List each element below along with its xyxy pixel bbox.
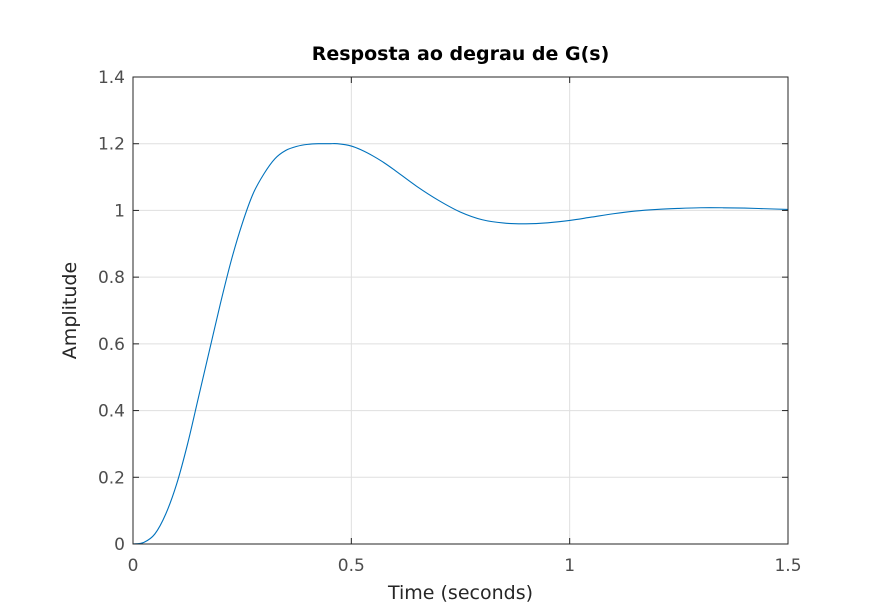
y-tick-label: 0.6 [98,335,125,355]
y-axis-label: Amplitude [59,262,81,359]
axes-box [132,76,789,545]
x-tick-label: 1.5 [774,556,801,576]
grid-lines [132,76,789,545]
y-tick-label: 0.4 [98,402,125,422]
series-line-1 [132,142,789,545]
y-tick-label: 0 [114,535,125,555]
tick-marks [132,76,789,545]
plot-area [133,77,788,544]
x-axis-label: Time (seconds) [387,582,533,604]
x-tick-label: 1 [564,556,575,576]
y-tick-label: 0.8 [98,268,125,288]
y-tick-label: 1.2 [98,135,125,155]
series-layer [132,142,789,545]
tick-labels: 0 0.5 1 1.5 0 0.2 0.4 0.6 0.8 1 1.2 1.4 [98,68,802,576]
chart-title: Resposta ao degrau de G(s) [312,43,610,65]
x-tick-label: 0 [128,556,139,576]
y-tick-label: 1 [114,201,125,221]
y-tick-label: 0.2 [98,468,125,488]
y-tick-label: 1.4 [98,68,125,88]
x-tick-label: 0.5 [338,556,365,576]
